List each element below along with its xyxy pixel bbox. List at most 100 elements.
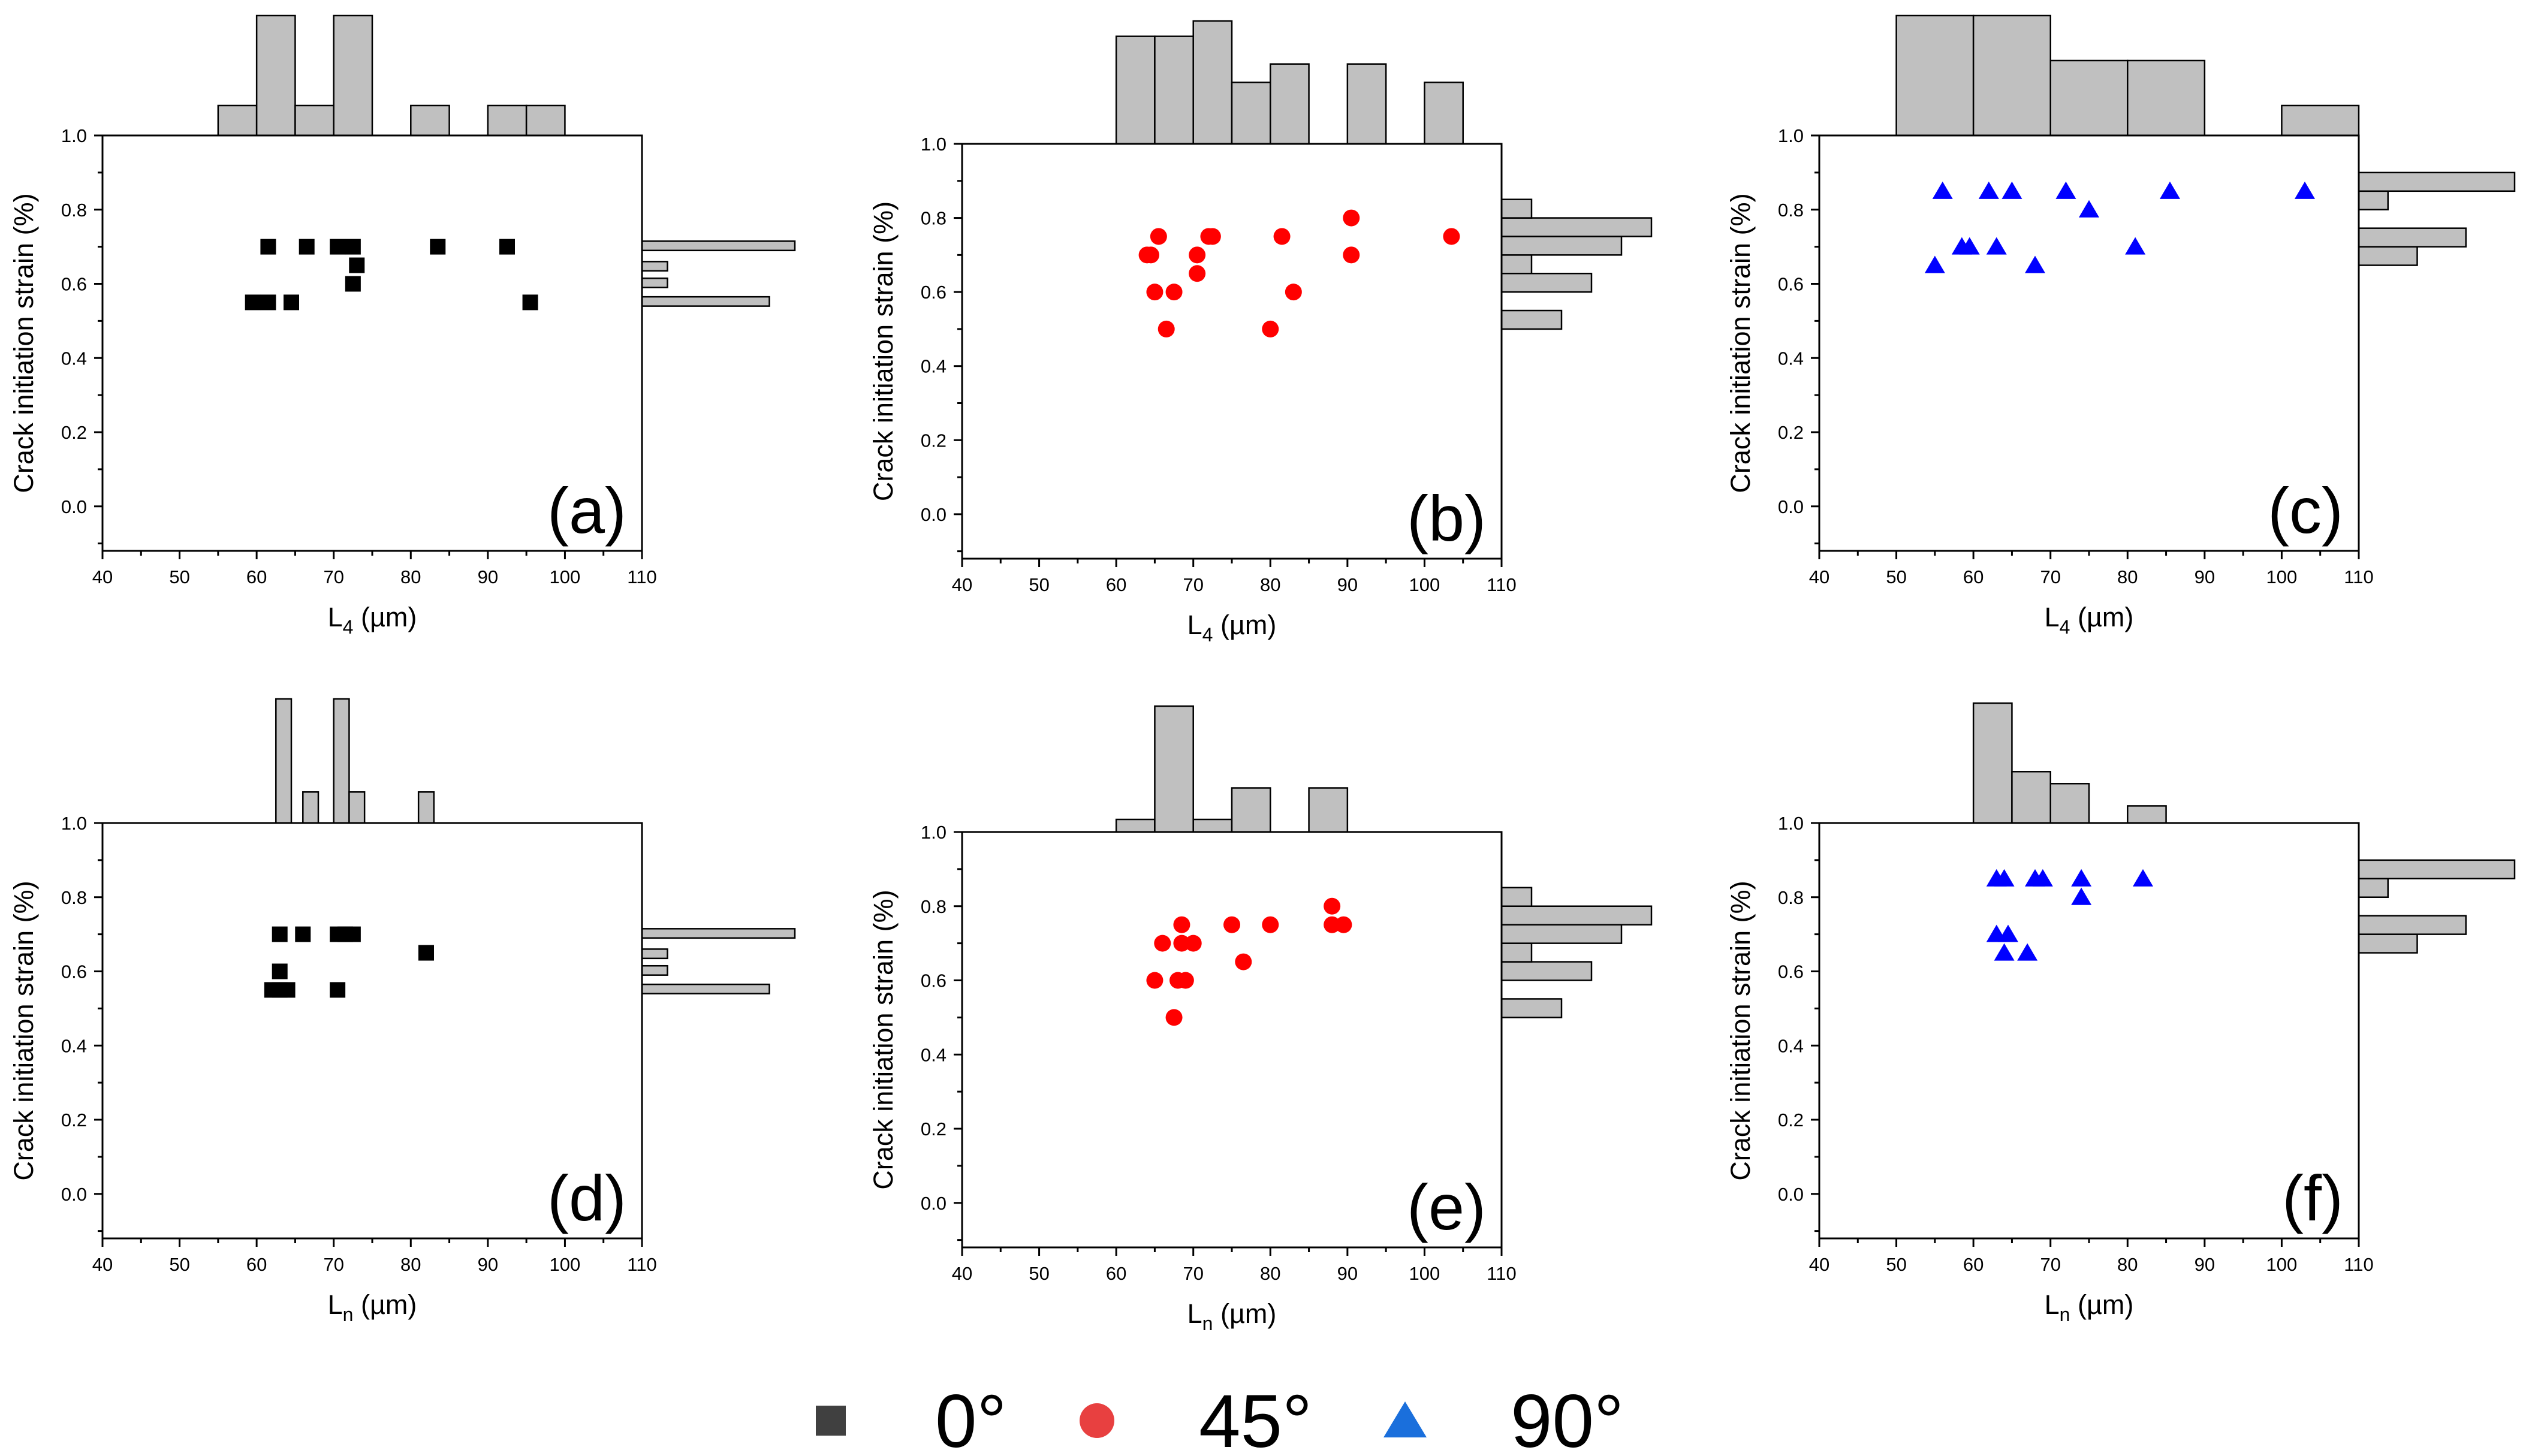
x-tick-label: 80: [1260, 574, 1280, 595]
top-histogram-bar: [333, 698, 350, 824]
y-tick-label: 1.0: [921, 822, 947, 843]
right-histogram-bar: [1500, 924, 1623, 944]
data-point: [1986, 237, 2007, 255]
legend-marker-square: [816, 1406, 846, 1436]
y-tick-label: 0.4: [921, 356, 947, 377]
x-tick-label: 110: [1487, 574, 1516, 595]
x-tick-label: 40: [92, 566, 113, 587]
right-histogram-bar: [2358, 878, 2389, 898]
data-point: [1146, 284, 1163, 301]
data-point: [2002, 181, 2022, 199]
y-axis-title: Crack initiation strain (%): [1725, 881, 1756, 1180]
data-point: [260, 294, 276, 311]
y-tick-label: 0.8: [1778, 200, 1804, 221]
data-point: [1189, 246, 1206, 264]
right-histogram-bar: [641, 240, 796, 252]
data-point: [522, 294, 538, 311]
right-histogram-bar: [641, 928, 796, 939]
data-point: [2025, 255, 2045, 273]
right-histogram-bar: [1500, 998, 1563, 1018]
y-tick-label: 0.4: [61, 1035, 87, 1056]
x-axis-title: L4 (µm): [1187, 610, 1277, 646]
panel-letter: (c): [2268, 474, 2343, 547]
right-histogram-bar: [2358, 933, 2418, 954]
legend-marker-circle: [1080, 1403, 1114, 1438]
x-tick-label: 40: [1809, 566, 1829, 587]
x-tick-label: 70: [1183, 1263, 1203, 1284]
data-point: [1165, 284, 1183, 301]
right-histogram-bar: [2358, 859, 2516, 880]
top-histogram-bar: [1115, 818, 1156, 833]
data-point: [284, 294, 299, 311]
legend-label: 0°: [935, 1380, 1007, 1456]
x-tick-label: 80: [1260, 1263, 1280, 1284]
y-axis-title: Crack initiation strain (%): [868, 890, 899, 1189]
y-tick-label: 0.6: [61, 961, 87, 982]
right-histogram-bar: [1500, 942, 1533, 963]
data-point: [1924, 255, 1945, 273]
right-histogram-bar: [1500, 198, 1533, 219]
x-tick-label: 100: [550, 1254, 581, 1275]
x-tick-label: 100: [1409, 1263, 1440, 1284]
panel-letter: (f): [2282, 1162, 2343, 1234]
top-histogram-bar: [2127, 59, 2206, 137]
panels: 40 50 60 70 80 90 100 110 0.0 0.2 0.4 0.6 0.8 1.0 L4 (…: [8, 14, 2516, 1334]
y-axis-title: Crack initiation strain (%): [1725, 193, 1756, 493]
data-point: [1235, 953, 1252, 970]
top-histogram-bar: [525, 104, 566, 137]
y-tick-label: 0.2: [1778, 1110, 1804, 1131]
data-point: [1143, 246, 1159, 264]
x-axis-title: L4 (µm): [328, 602, 417, 638]
x-tick-label: 90: [2195, 566, 2215, 587]
data-point: [1998, 924, 2018, 942]
x-tick-label: 40: [92, 1254, 113, 1275]
data-point: [260, 239, 276, 255]
x-tick-label: 60: [1963, 566, 1984, 587]
top-histogram-bar: [1154, 705, 1194, 833]
y-tick-label: 0.0: [921, 1193, 947, 1214]
data-point: [1343, 246, 1360, 264]
x-tick-label: 70: [2040, 1254, 2060, 1275]
right-histogram-bar: [1500, 961, 1593, 981]
x-tick-label: 110: [627, 566, 656, 587]
data-point: [1994, 943, 2015, 961]
x-tick-label: 110: [2344, 1254, 2373, 1275]
legend-label: 45°: [1199, 1380, 1312, 1456]
data-point: [2032, 869, 2053, 887]
y-tick-label: 1.0: [1778, 125, 1804, 146]
top-histogram-bar: [1308, 787, 1349, 833]
data-point: [345, 276, 361, 292]
top-histogram-bar: [1231, 787, 1271, 833]
y-tick-label: 0.4: [921, 1044, 947, 1065]
data-point: [349, 257, 365, 273]
x-tick-label: 60: [1106, 1263, 1126, 1284]
top-histogram-bar: [275, 698, 293, 824]
x-tick-label: 50: [1886, 1254, 1906, 1275]
right-histogram-bar: [2358, 171, 2516, 192]
top-histogram-bar: [1192, 20, 1233, 145]
data-point: [272, 963, 288, 979]
top-histogram-bar: [1231, 82, 1271, 145]
y-tick-label: 0.0: [61, 1184, 87, 1205]
y-tick-label: 0.8: [61, 887, 87, 908]
right-histogram-bar: [641, 948, 668, 960]
data-point: [2055, 181, 2076, 199]
data-point: [1146, 972, 1163, 989]
y-axis-title: Crack initiation strain (%): [8, 881, 39, 1180]
top-histogram-bar: [333, 14, 373, 137]
data-point: [1335, 916, 1352, 933]
y-tick-label: 0.2: [61, 422, 87, 443]
data-point: [2125, 237, 2146, 255]
data-point: [2071, 869, 2092, 887]
data-point: [1150, 228, 1167, 245]
top-histogram-bar: [1154, 35, 1194, 145]
right-histogram-bar: [1500, 217, 1653, 237]
x-tick-label: 60: [1963, 1254, 1984, 1275]
x-axis-title: Ln (µm): [328, 1289, 417, 1325]
x-tick-label: 80: [400, 1254, 421, 1275]
y-tick-label: 1.0: [921, 134, 947, 155]
x-tick-label: 90: [478, 566, 498, 587]
right-histogram-bar: [1500, 273, 1593, 293]
y-tick-label: 0.4: [1778, 1035, 1804, 1056]
data-point: [1177, 972, 1194, 989]
